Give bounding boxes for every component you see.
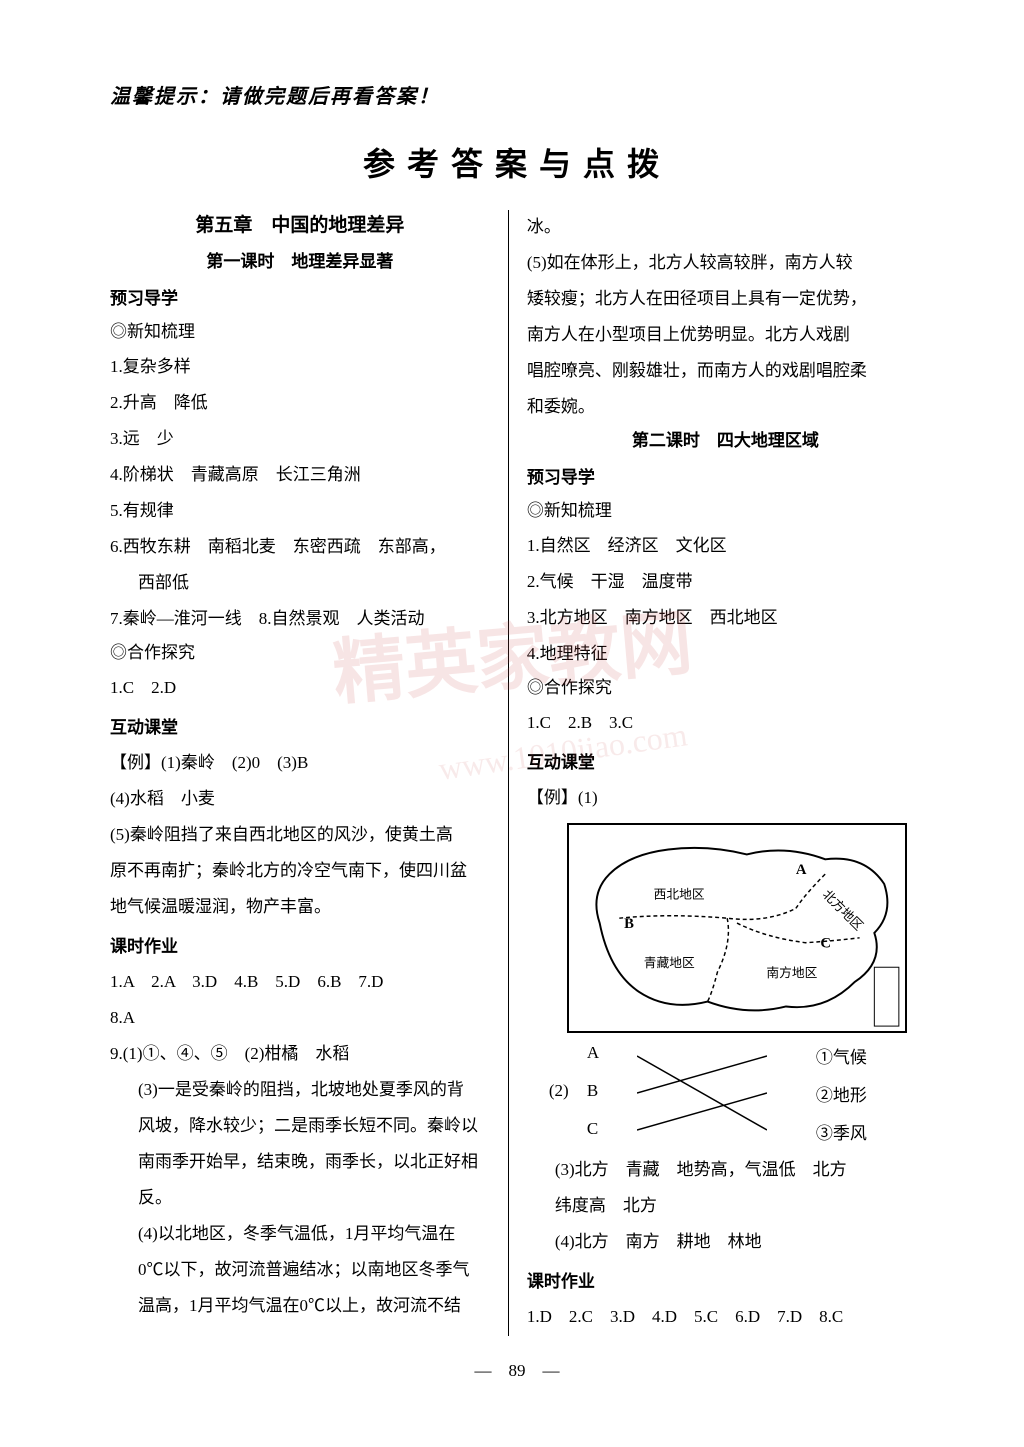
example-1: 【例】(1)秦岭 (2)0 (3)B bbox=[110, 746, 490, 780]
answer-1-6: 6.西牧东耕 南稻北麦 东密西疏 东部高， bbox=[110, 530, 490, 564]
preview-header: 预习导学 bbox=[110, 284, 490, 309]
l2-a2: 2.气候 干湿 温度带 bbox=[527, 565, 924, 599]
kszy-5b: 0℃以下，故河流普遍结冰；以南地区冬季气 bbox=[110, 1253, 490, 1287]
cross-left-b: B bbox=[587, 1081, 598, 1101]
cross-right-1: ①气候 bbox=[816, 1043, 867, 1068]
map-point-b: B bbox=[624, 916, 634, 932]
answer-1-6b: 西部低 bbox=[110, 566, 490, 600]
example-3: (5)秦岭阻挡了来自西北地区的风沙，使黄土高 bbox=[110, 818, 490, 852]
example-3c: 地气候温暖湿润，物产丰富。 bbox=[110, 890, 490, 924]
kszy-2: 8.A bbox=[110, 1001, 490, 1035]
cross-left-a: A bbox=[587, 1043, 599, 1063]
cross-diagram: A (2) B C ①气候 ②地形 ③季风 bbox=[587, 1043, 867, 1143]
map-label-nanfang: 南方地区 bbox=[766, 965, 817, 980]
map-label-xibei: 西北地区 bbox=[653, 888, 704, 902]
lesson1-title: 第一课时 地理差异显著 bbox=[110, 247, 490, 272]
china-map: 西北地区 青藏地区 南方地区 北方地区 A B C bbox=[567, 823, 907, 1033]
right-column: 冰。 (5)如在体形上，北方人较高较胖，南方人较 矮较瘦；北方人在田径项目上具有… bbox=[509, 210, 924, 1336]
kszy-4: (3)一是受秦岭的阻挡，北坡地处夏季风的背 bbox=[110, 1073, 490, 1107]
map-point-a: A bbox=[796, 862, 807, 878]
kszy-4c: 南雨季开始早，结束晚，雨季长，以北正好相 bbox=[110, 1145, 490, 1179]
kszy2-header: 课时作业 bbox=[527, 1267, 924, 1292]
hudong-header: 互动课堂 bbox=[110, 713, 490, 738]
map-svg: 西北地区 青藏地区 南方地区 北方地区 A B C bbox=[569, 825, 905, 1031]
l2-a4: 4.地理特征 bbox=[527, 637, 924, 671]
kszy-4d: 反。 bbox=[110, 1181, 490, 1215]
l2-ex-label: 【例】(1) bbox=[527, 781, 924, 815]
hezuo-label: ◎合作探究 bbox=[110, 638, 490, 663]
preview2-header: 预习导学 bbox=[527, 463, 924, 488]
cross-prefix: (2) bbox=[549, 1081, 569, 1101]
tip-line: 温馨提示：请做完题后再看答案！ bbox=[110, 80, 924, 109]
l2-ex4: (4)北方 南方 耕地 林地 bbox=[527, 1225, 924, 1259]
example-3b: 原不再南扩；秦岭北方的冷空气南下，使四川盆 bbox=[110, 854, 490, 888]
main-title: 参考答案与点拨 bbox=[110, 139, 924, 185]
kszy-5c: 温高，1月平均气温在0℃以上，故河流不结 bbox=[110, 1289, 490, 1323]
xinzhi-label: ◎新知梳理 bbox=[110, 317, 490, 342]
cross-right-3: ③季风 bbox=[816, 1119, 867, 1144]
right-r2e: 和委婉。 bbox=[527, 390, 924, 424]
content-area: 第五章 中国的地理差异 第一课时 地理差异显著 预习导学 ◎新知梳理 1.复杂多… bbox=[110, 210, 924, 1336]
kszy-header: 课时作业 bbox=[110, 932, 490, 957]
l2-ex3b: 纬度高 北方 bbox=[527, 1189, 924, 1223]
answer-1-7: 7.秦岭—淮河一线 8.自然景观 人类活动 bbox=[110, 602, 490, 636]
hezuo2-label: ◎合作探究 bbox=[527, 673, 924, 698]
example-2: (4)水稻 小麦 bbox=[110, 782, 490, 816]
kszy-1: 1.A 2.A 3.D 4.B 5.D 6.B 7.D bbox=[110, 965, 490, 999]
kszy-4b: 风坡，降水较少；二是雨季长短不同。秦岭以 bbox=[110, 1109, 490, 1143]
cross-lines bbox=[637, 1048, 767, 1138]
l2-a1: 1.自然区 经济区 文化区 bbox=[527, 529, 924, 563]
cross-right-2: ②地形 bbox=[816, 1081, 867, 1106]
l2-ex3: (3)北方 青藏 地势高，气温低 北方 bbox=[527, 1153, 924, 1187]
answer-1-1: 1.复杂多样 bbox=[110, 350, 490, 384]
answer-1-5: 5.有规律 bbox=[110, 494, 490, 528]
right-r2b: 矮较瘦；北方人在田径项目上具有一定优势， bbox=[527, 282, 924, 316]
right-r2c: 南方人在小型项目上优势明显。北方人戏剧 bbox=[527, 318, 924, 352]
hudong2-header: 互动课堂 bbox=[527, 748, 924, 773]
right-r1: 冰。 bbox=[527, 210, 924, 244]
right-r2d: 唱腔嘹亮、刚毅雄壮，而南方人的戏剧唱腔柔 bbox=[527, 354, 924, 388]
left-column: 第五章 中国的地理差异 第一课时 地理差异显著 预习导学 ◎新知梳理 1.复杂多… bbox=[110, 210, 509, 1336]
hezuo-answer: 1.C 2.D bbox=[110, 671, 490, 705]
cross-left-c: C bbox=[587, 1119, 598, 1139]
map-label-qingzang: 青藏地区 bbox=[644, 956, 695, 970]
answer-1-2: 2.升高 降低 bbox=[110, 386, 490, 420]
map-point-c: C bbox=[820, 936, 831, 952]
kszy-3: 9.(1)①、④、⑤ (2)柑橘 水稻 bbox=[110, 1037, 490, 1071]
chapter-title: 第五章 中国的地理差异 bbox=[110, 210, 490, 237]
kszy-5: (4)以北地区，冬季气温低，1月平均气温在 bbox=[110, 1217, 490, 1251]
map-label-beifang: 北方地区 bbox=[820, 887, 867, 934]
answer-1-4: 4.阶梯状 青藏高原 长江三角洲 bbox=[110, 458, 490, 492]
l2-h1: 1.C 2.B 3.C bbox=[527, 706, 924, 740]
page-number: — 89 — bbox=[110, 1356, 924, 1381]
xinzhi2-label: ◎新知梳理 bbox=[527, 496, 924, 521]
l2-k1: 1.D 2.C 3.D 4.D 5.C 6.D 7.D 8.C bbox=[527, 1300, 924, 1334]
l2-a3: 3.北方地区 南方地区 西北地区 bbox=[527, 601, 924, 635]
lesson2-title: 第二课时 四大地理区域 bbox=[527, 426, 924, 451]
answer-1-3: 3.远 少 bbox=[110, 422, 490, 456]
right-r2: (5)如在体形上，北方人较高较胖，南方人较 bbox=[527, 246, 924, 280]
